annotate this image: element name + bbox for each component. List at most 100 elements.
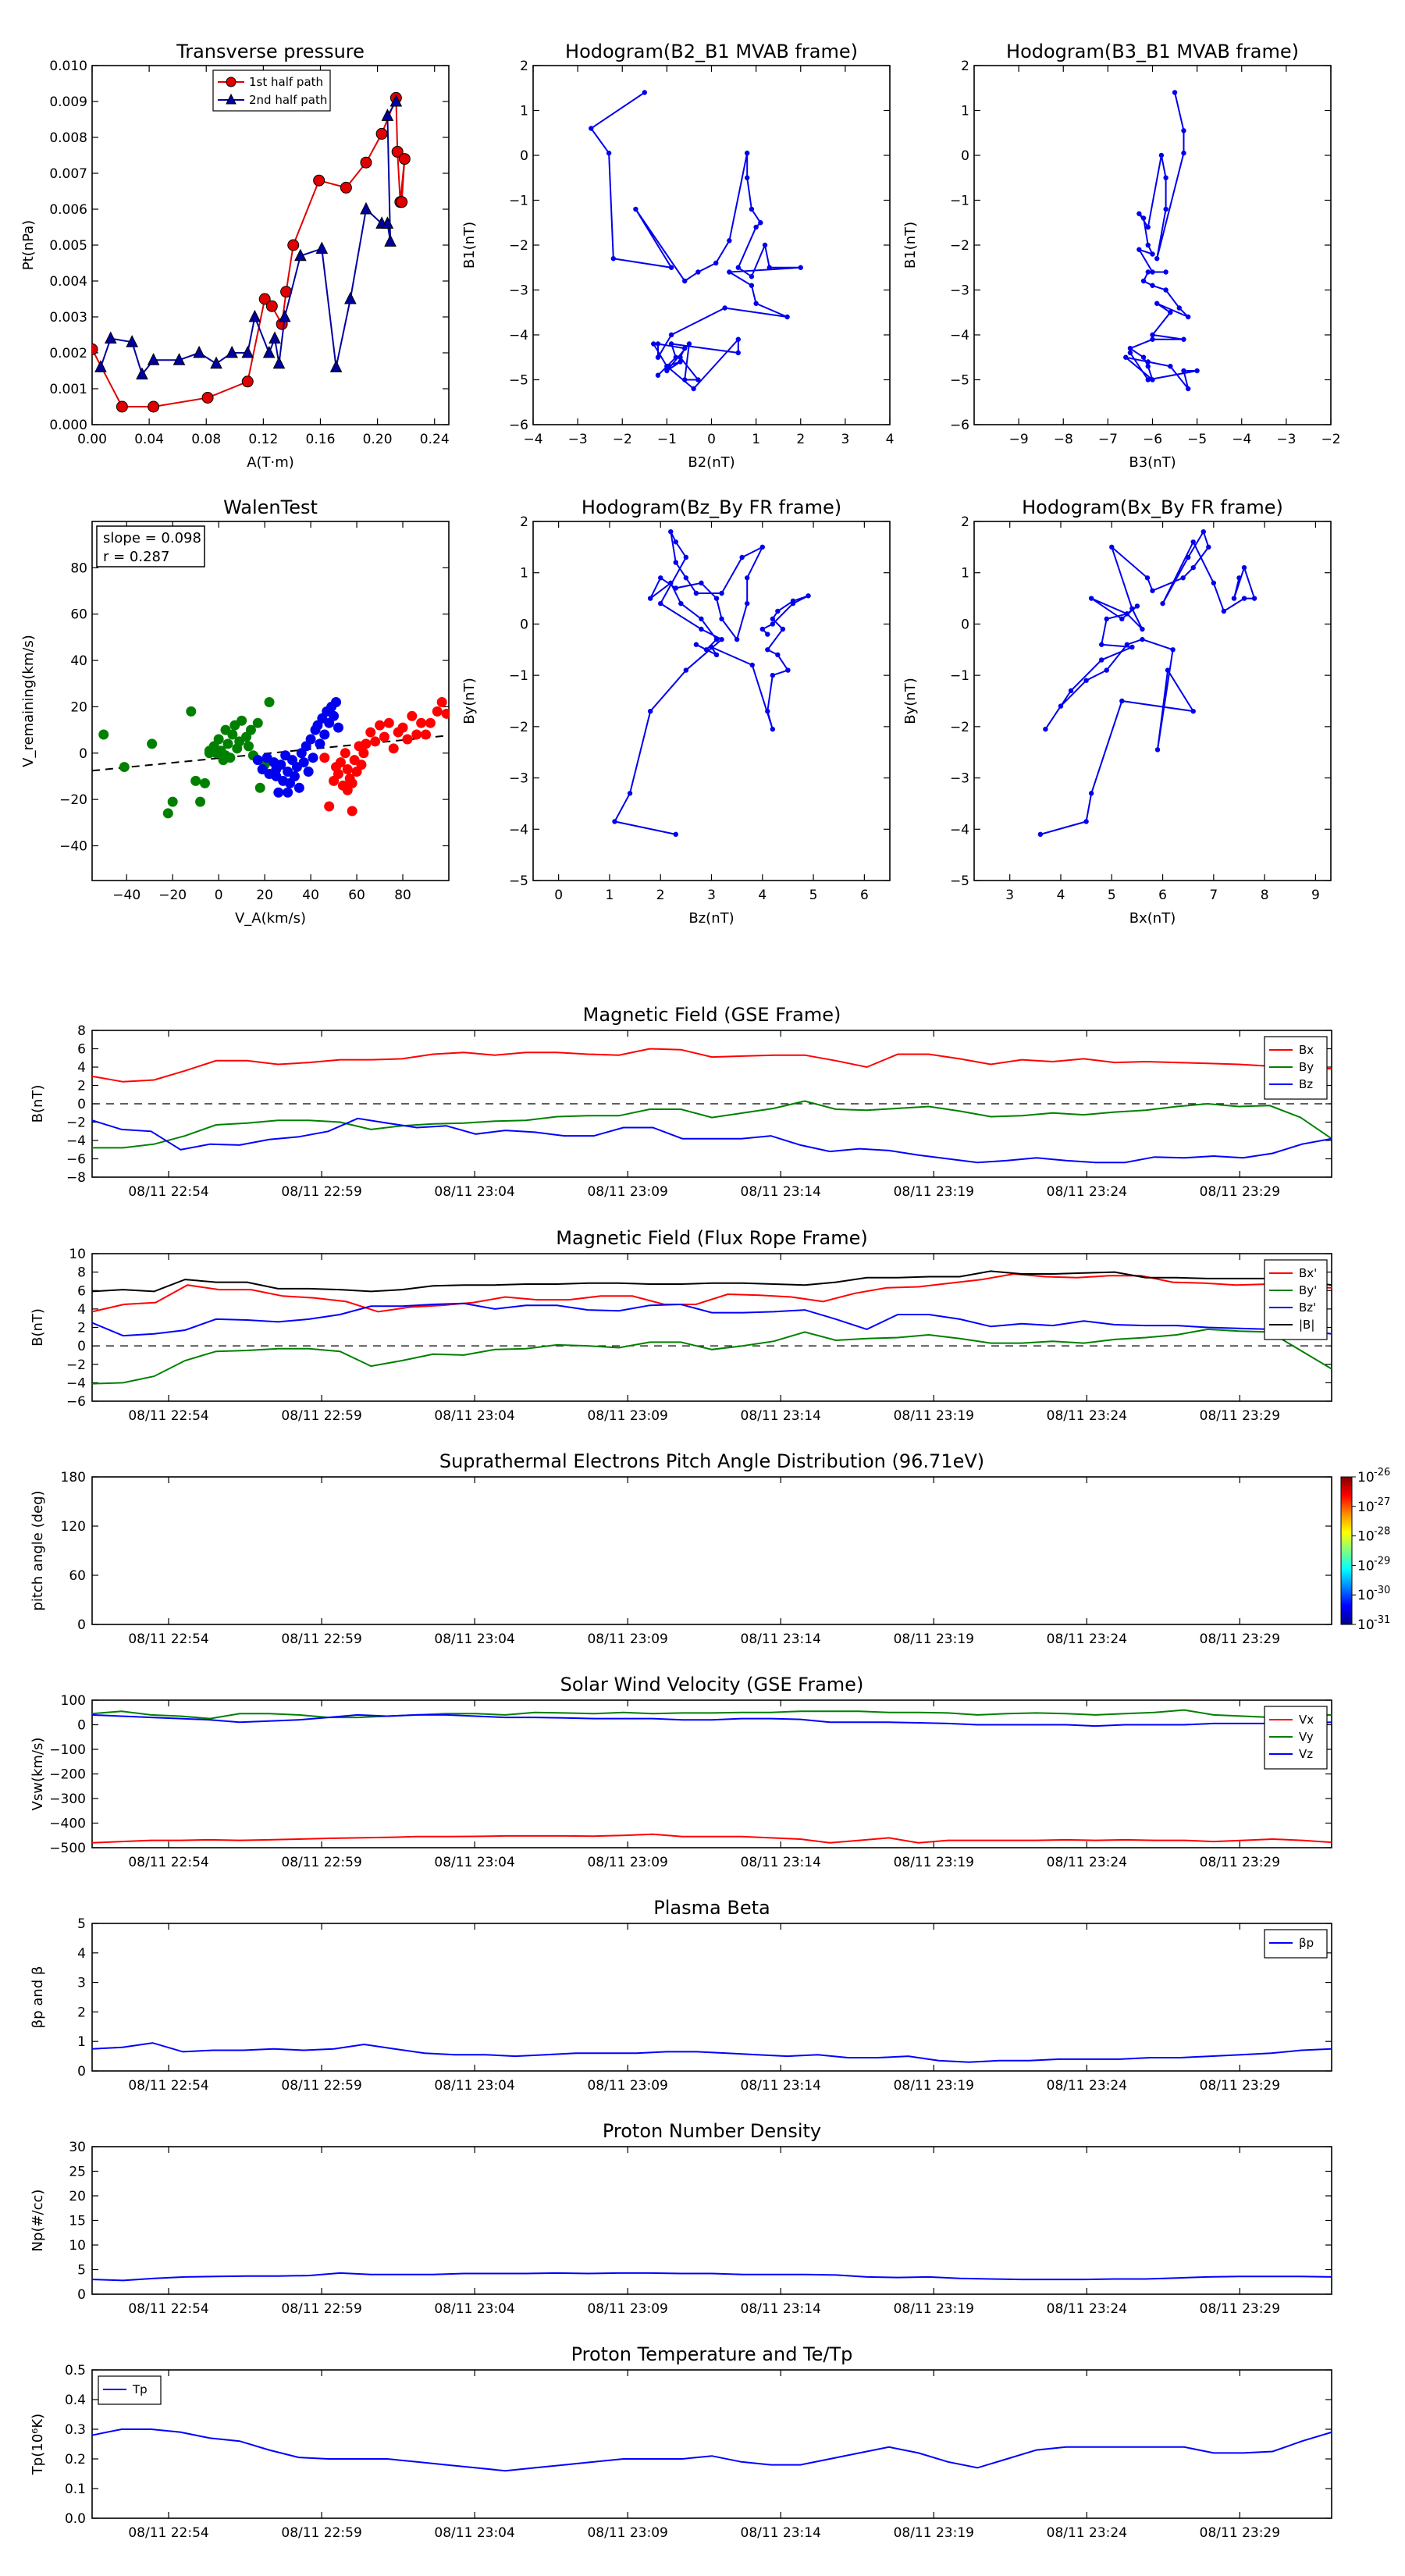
x-tick-label: 3 (1005, 888, 1014, 903)
x-tick-label: 60 (348, 888, 365, 903)
data-point-dot (1144, 575, 1151, 581)
data-point-dot (785, 667, 791, 673)
y-tick-label: −2 (66, 1357, 86, 1373)
data-point-dot (1119, 698, 1125, 704)
y-tick-label: 0 (961, 617, 969, 632)
y-tick-label: 5 (77, 2263, 86, 2279)
plot-area (92, 1709, 1332, 1844)
data-point-dot (735, 350, 741, 356)
y-tick-label: 100 (61, 1693, 86, 1709)
data-point-dot (1150, 588, 1155, 593)
x-tick-label: −4 (1232, 432, 1251, 447)
x-tick-label: 08/11 23:04 (434, 1184, 514, 1200)
plot-frame (973, 521, 1332, 881)
y-axis-label: Vsw(km/s) (30, 1738, 46, 1811)
data-point-dot (647, 596, 653, 601)
x-tick-label: 08/11 23:09 (587, 1631, 667, 1647)
y-axis-label: By(nT) (902, 678, 919, 724)
y-tick-label: 0.009 (49, 94, 87, 110)
data-point (383, 717, 394, 728)
data-point-dot (1163, 175, 1168, 180)
data-point-triangle (389, 94, 403, 107)
y-tick-label: 40 (70, 653, 87, 669)
data-point-dot (1058, 703, 1064, 709)
data-point-dot (668, 528, 674, 535)
x-tick-label: −40 (112, 888, 140, 903)
series-line-Bx' (92, 1272, 1332, 1313)
data-point-dot (668, 341, 674, 347)
data-point-dot (651, 341, 656, 347)
panel-title: Transverse pressure (176, 41, 365, 62)
data-point-dot (749, 206, 755, 212)
data-point-dot (1088, 596, 1094, 601)
data-point-dot (745, 150, 750, 156)
panel-title: Magnetic Field (GSE Frame) (583, 1004, 841, 1026)
y-tick-label: 0.007 (49, 166, 87, 182)
data-point-dot (1140, 354, 1147, 360)
y-tick-label: 0.000 (49, 418, 87, 433)
y-tick-label: 0.002 (49, 346, 87, 361)
x-axis-label: V_A(km/s) (235, 910, 306, 927)
plot-area (92, 2042, 1332, 2063)
data-point-dot (713, 636, 720, 642)
data-point-dot (806, 593, 811, 599)
data-point-dot (759, 544, 765, 550)
y-tick-label: 2 (520, 59, 528, 74)
data-point-circle (340, 181, 352, 194)
data-point-dot (627, 791, 633, 796)
plot-frame (91, 1699, 1332, 1848)
y-axis-label: B1(nT) (461, 222, 478, 269)
legend-label: By' (1299, 1283, 1317, 1297)
data-point-dot (1186, 386, 1191, 392)
data-point (190, 775, 201, 786)
data-point-dot (1241, 564, 1247, 571)
y-axis-label: Tp(10⁶K) (30, 2414, 46, 2475)
data-point-dot (612, 819, 617, 824)
data-point-dot (719, 616, 724, 622)
x-tick-label: 08/11 23:29 (1200, 1631, 1280, 1647)
data-point (303, 767, 314, 777)
y-axis-label: βp and β (30, 1966, 46, 2029)
x-tick-label: −20 (158, 888, 187, 903)
data-point-dot (664, 364, 670, 369)
data-point-dot (1150, 251, 1155, 257)
x-tick-label: 08/11 22:54 (128, 1184, 208, 1200)
data-point-dot (753, 301, 759, 306)
data-point-dot (770, 726, 776, 732)
x-tick-label: 08/11 22:54 (128, 1855, 208, 1870)
data-point-dot (1186, 554, 1191, 560)
annotation-text: slope = 0.098 (103, 530, 201, 546)
x-tick-label: 6 (860, 888, 869, 903)
y-tick-label: −2 (509, 238, 528, 254)
x-tick-label: 08/11 23:14 (741, 1408, 821, 1424)
data-point (186, 706, 197, 717)
data-point (402, 734, 413, 745)
data-point-triangle (294, 248, 307, 262)
data-point-dot (709, 644, 714, 650)
data-point-dot (699, 616, 704, 622)
y-tick-label: −40 (59, 838, 87, 854)
data-point (342, 764, 353, 775)
data-point-dot (1140, 278, 1147, 284)
data-point-dot (1165, 667, 1171, 673)
y-tick-label: −6 (66, 1152, 86, 1168)
data-point-dot (770, 616, 776, 622)
data-point-dot (1180, 575, 1186, 581)
data-point-dot (727, 269, 732, 275)
panel-title: Hodogram(B2_B1 MVAB frame) (565, 41, 858, 62)
x-axis-label: Bx(nT) (1129, 910, 1176, 927)
panel-hodo2: Hodogram(B3_B1 MVAB frame) −9 −8 −7 −6 −5 −4 −3… (902, 41, 1341, 471)
series-line-Tp (92, 2428, 1332, 2472)
data-point-circle (241, 375, 254, 388)
data-point-dot (673, 560, 678, 565)
data-point (195, 796, 206, 807)
data-point (347, 806, 357, 817)
x-tick-label: 08/11 22:54 (128, 2301, 208, 2317)
data-point-dot (735, 336, 741, 342)
x-tick-label: 08/11 22:54 (128, 2078, 208, 2094)
x-tick-label: 08/11 23:24 (1047, 1408, 1127, 1424)
data-point-dot (1206, 544, 1211, 550)
data-point-dot (765, 647, 770, 653)
panel-title: Suprathermal Electrons Pitch Angle Distr… (439, 1450, 984, 1472)
y-tick-label: 6 (77, 1042, 86, 1058)
